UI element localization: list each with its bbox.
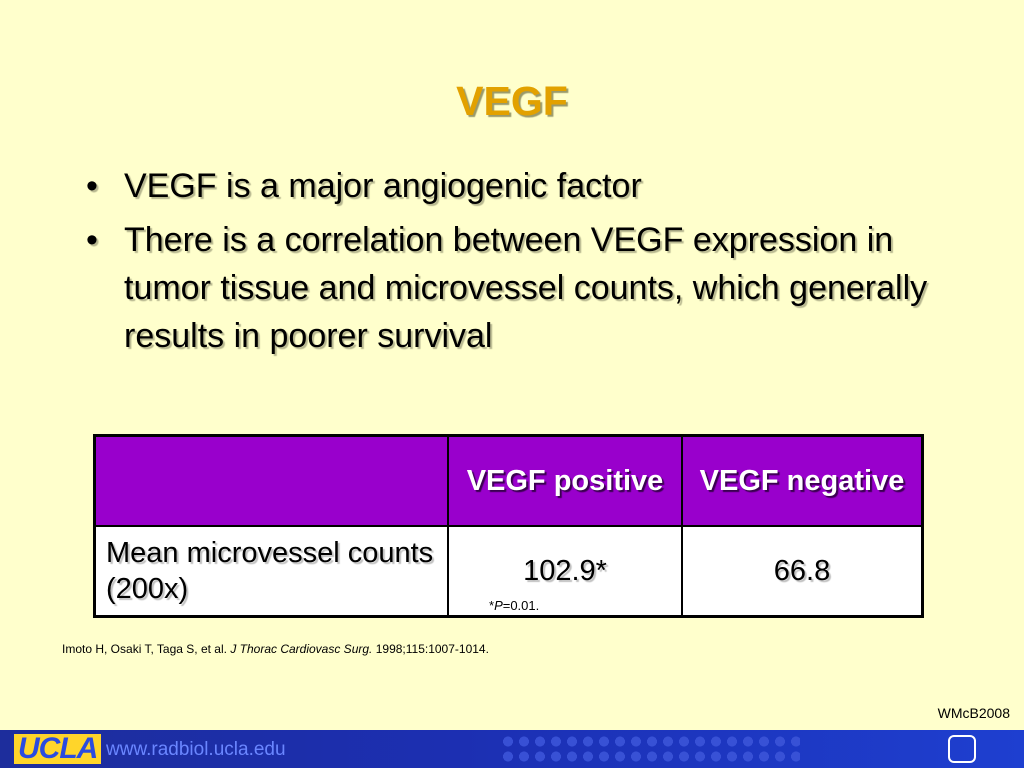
value-negative: 66.8 — [681, 525, 924, 618]
value-positive-text: 102.9* — [523, 554, 607, 587]
data-table: VEGF positive VEGF negative Mean microve… — [93, 434, 924, 618]
footnote-star: * — [489, 598, 495, 613]
table-header-empty — [93, 434, 449, 527]
citation-authors: Imoto H, Osaki T, Taga S, et al. — [62, 642, 227, 656]
bullet-item: • There is a correlation between VEGF ex… — [78, 216, 938, 360]
ucla-logo: UCLA — [14, 734, 102, 764]
bullet-icon: • — [86, 167, 98, 205]
citation-details: 1998;115:1007-1014. — [375, 642, 489, 656]
p-value-footnote: *P=0.01. — [489, 598, 539, 613]
table-header-negative: VEGF negative — [681, 434, 924, 527]
table-header-positive: VEGF positive — [447, 434, 683, 527]
citation: Imoto H, Osaki T, Taga S, et al. J Thora… — [62, 642, 489, 656]
footnote-p-label: P — [494, 598, 503, 613]
bullet-text: VEGF is a major angiogenic factor — [124, 167, 642, 205]
table-row: Mean microvessel counts (200x) 102.9* *P… — [93, 525, 924, 618]
header-negative-text: VEGF negative — [699, 465, 905, 497]
watermark: WMcB2008 — [937, 705, 1010, 721]
rounded-square-icon — [948, 735, 976, 763]
header-positive-text: VEGF positive — [466, 465, 664, 497]
footer-url-link[interactable]: www.radbiol.ucla.edu — [106, 739, 286, 760]
footer-bar: UCLA www.radbiol.ucla.edu — [0, 730, 1024, 768]
row-label: Mean microvessel counts (200x) — [93, 525, 449, 618]
decorative-squares — [500, 734, 800, 764]
bullet-icon: • — [86, 221, 98, 259]
slide-title: VEGF — [456, 78, 568, 124]
bullet-text: There is a correlation between VEGF expr… — [124, 221, 928, 355]
value-positive: 102.9* *P=0.01. — [447, 525, 683, 618]
citation-journal: J Thorac Cardiovasc Surg. — [230, 642, 373, 656]
footnote-p-value: =0.01. — [502, 598, 540, 613]
bullet-item: • VEGF is a major angiogenic factor — [78, 162, 938, 210]
table-header-row: VEGF positive VEGF negative — [93, 434, 924, 527]
bullet-list: • VEGF is a major angiogenic factor • Th… — [78, 162, 938, 366]
